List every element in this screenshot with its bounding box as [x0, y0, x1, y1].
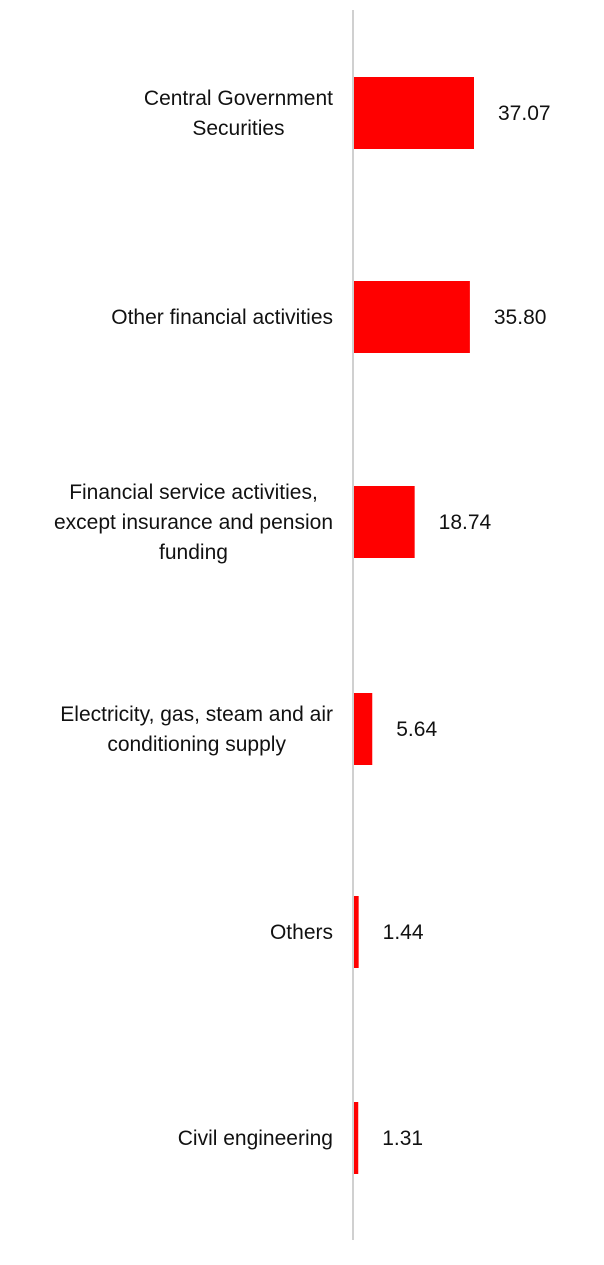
value-label-4: 1.44: [383, 921, 424, 944]
value-label-2: 18.74: [439, 511, 492, 534]
bar-3: [354, 693, 373, 765]
bar-5: [354, 1102, 359, 1174]
category-label-line: Other financial activities: [111, 306, 333, 329]
category-label-0: Central Government Securities: [144, 87, 333, 140]
bar-0: [354, 77, 474, 149]
category-label-line: Others: [270, 921, 333, 944]
category-label-2: Financial service activities, except insu…: [54, 481, 333, 564]
category-label-line: except insurance and pension: [54, 511, 333, 534]
category-label-line: conditioning supply: [107, 733, 286, 756]
value-label-1: 35.80: [494, 306, 547, 329]
bar-2: [354, 486, 415, 558]
bar-4: [354, 896, 359, 968]
category-label-line: Financial service activities,: [69, 481, 318, 504]
category-label-line: funding: [159, 541, 228, 564]
category-label-line: Electricity, gas, steam and air: [60, 703, 333, 726]
bar-1: [354, 281, 470, 353]
category-label-line: Civil engineering: [178, 1127, 333, 1150]
category-label-line: Securities: [192, 117, 284, 140]
category-label-5: Civil engineering: [178, 1127, 333, 1150]
value-label-0: 37.07: [498, 102, 551, 125]
category-label-3: Electricity, gas, steam and air condition…: [60, 703, 333, 756]
category-label-1: Other financial activities: [111, 306, 333, 329]
value-label-5: 1.31: [382, 1127, 423, 1150]
category-label-4: Others: [270, 921, 333, 944]
value-label-3: 5.64: [396, 718, 437, 741]
category-label-line: Central Government: [144, 87, 333, 110]
